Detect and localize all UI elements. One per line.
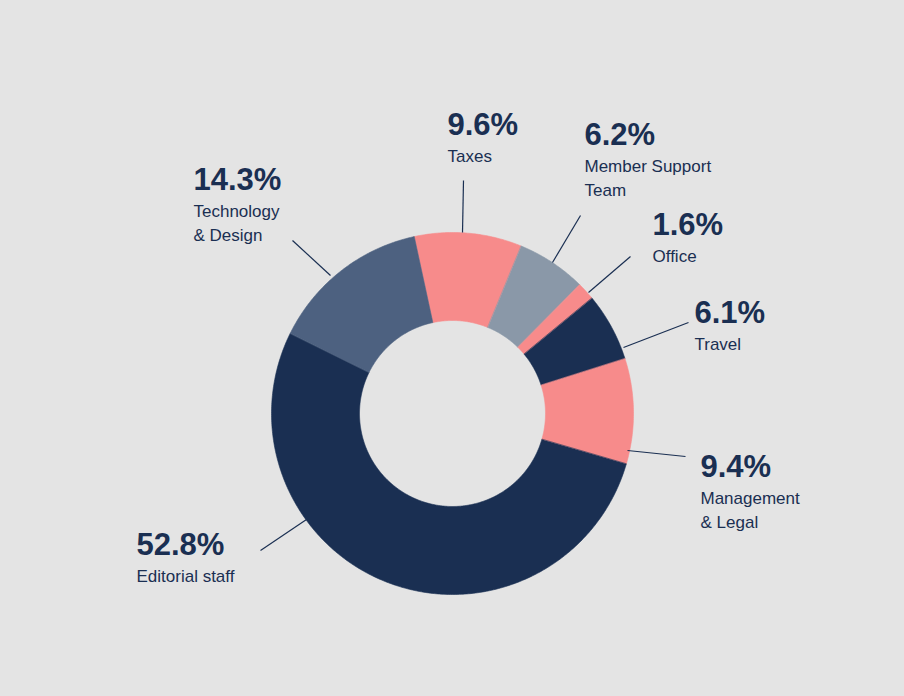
svg-text:Office: Office <box>653 247 697 266</box>
svg-text:9.4%: 9.4% <box>701 449 772 484</box>
svg-text:Editorial staff: Editorial staff <box>137 567 235 586</box>
svg-text:Management& Legal: Management& Legal <box>701 489 801 532</box>
svg-text:1.6%: 1.6% <box>653 207 724 242</box>
svg-text:Technology& Design: Technology& Design <box>194 202 281 245</box>
svg-text:Travel: Travel <box>695 335 742 354</box>
svg-text:Taxes: Taxes <box>448 147 492 166</box>
svg-text:14.3%: 14.3% <box>194 162 282 197</box>
svg-text:6.2%: 6.2% <box>585 117 656 152</box>
svg-text:9.6%: 9.6% <box>448 107 519 142</box>
svg-text:Member SupportTeam: Member SupportTeam <box>585 157 712 200</box>
svg-text:6.1%: 6.1% <box>695 295 766 330</box>
svg-text:52.8%: 52.8% <box>137 527 225 562</box>
